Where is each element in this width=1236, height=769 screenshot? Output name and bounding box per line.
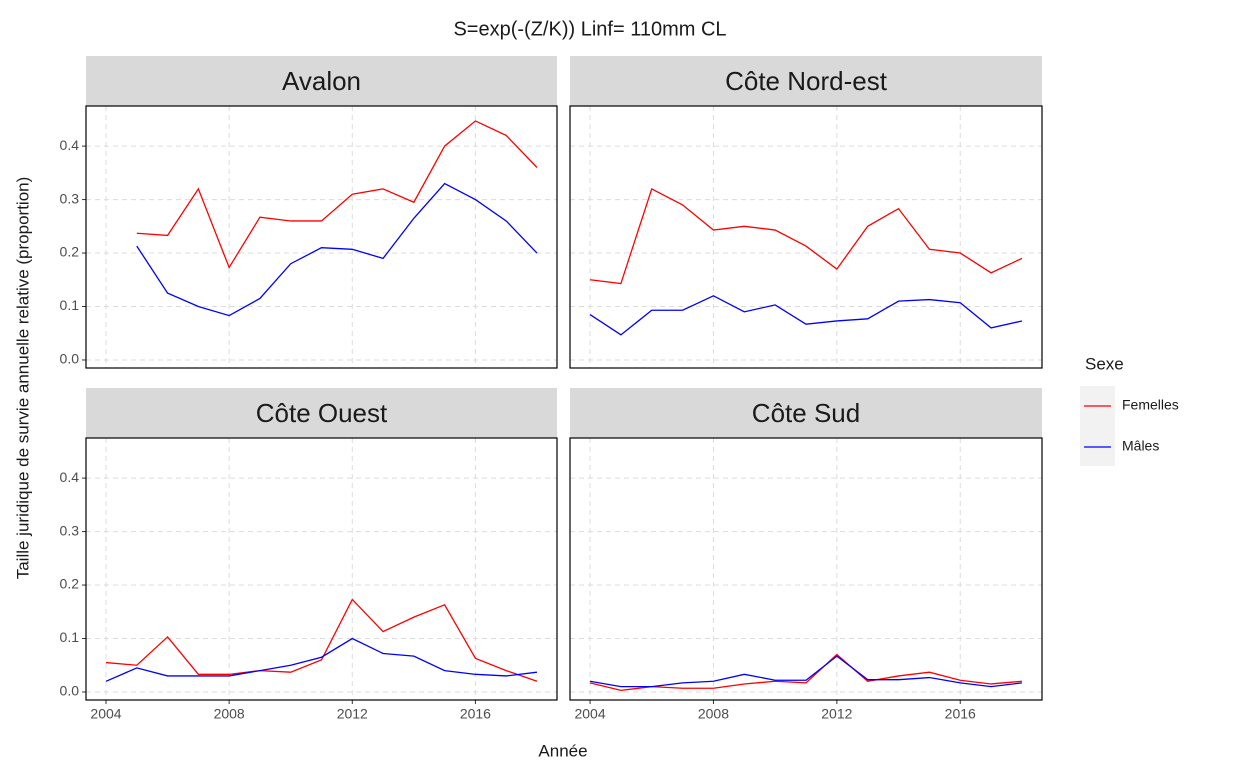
series-line	[589, 655, 1023, 688]
series-line	[105, 637, 538, 682]
x-tick-label: 2012	[337, 706, 368, 722]
strip	[570, 56, 1042, 106]
y-tick-label: 0.4	[60, 137, 80, 153]
y-tick-label: 0.1	[60, 629, 80, 645]
x-axis-title: Année	[538, 741, 587, 760]
strip	[570, 388, 1042, 438]
x-tick-label: 2016	[945, 706, 976, 722]
y-tick-label: 0.0	[60, 683, 80, 699]
plot-bg	[86, 106, 557, 368]
y-tick-label: 0.0	[60, 351, 80, 367]
panel-border	[569, 437, 1043, 701]
x-tick-label: 2016	[460, 706, 491, 722]
legend-label: Mâles	[1122, 438, 1159, 454]
legend-label: Femelles	[1122, 397, 1179, 413]
panel-title: Côte Sud	[752, 398, 860, 428]
x-tick-label: 2004	[90, 706, 121, 722]
panel-title: Avalon	[282, 66, 361, 96]
legend-key-bg	[1080, 386, 1115, 466]
strip	[86, 56, 557, 106]
legend-title: Sexe	[1085, 354, 1124, 373]
y-tick-label: 0.4	[60, 469, 80, 485]
y-tick-label: 0.2	[60, 244, 80, 260]
series-line	[589, 653, 1023, 692]
chart-title: S=exp(-(Z/K)) Linf= 110mm CL	[453, 18, 726, 40]
x-tick-label: 2012	[821, 706, 852, 722]
y-tick-label: 0.3	[60, 522, 80, 538]
panel-title: Côte Ouest	[256, 398, 388, 428]
y-tick-label: 0.3	[60, 190, 80, 206]
series-line	[589, 187, 1023, 285]
panel-title: Côte Nord-est	[725, 66, 888, 96]
x-tick-label: 2008	[698, 706, 729, 722]
series-line	[589, 295, 1023, 336]
x-tick-label: 2004	[574, 706, 605, 722]
x-tick-label: 2008	[214, 706, 245, 722]
plot-bg	[86, 438, 557, 700]
plot-bg	[570, 438, 1042, 700]
panel-border	[85, 105, 558, 369]
series-line	[105, 598, 538, 682]
y-tick-label: 0.1	[60, 297, 80, 313]
panel-border	[569, 105, 1043, 369]
y-tick-label: 0.2	[60, 576, 80, 592]
series-line	[136, 120, 538, 269]
panel-border	[85, 437, 558, 701]
plot-bg	[570, 106, 1042, 368]
series-line	[136, 182, 538, 317]
strip	[86, 388, 557, 438]
y-axis-title: Taille juridique de survie annuelle rela…	[13, 177, 32, 580]
